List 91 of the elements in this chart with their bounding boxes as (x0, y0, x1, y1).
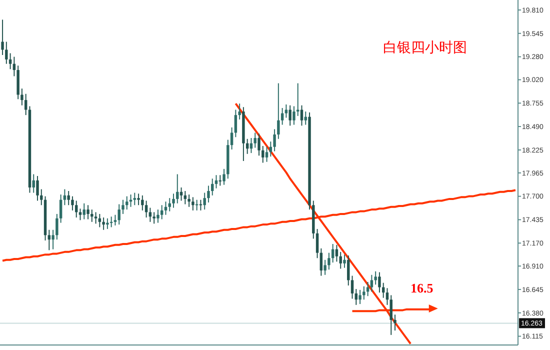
candlestick (222, 168, 226, 186)
candlestick (52, 229, 54, 250)
candlestick (390, 294, 392, 336)
candlestick (122, 199, 124, 214)
candlestick (199, 199, 202, 211)
candlestick (288, 104, 292, 126)
candlestick (339, 251, 342, 270)
candlestick (211, 178, 214, 196)
candlestick (366, 281, 370, 297)
candlestick (148, 207, 152, 222)
candlestick (280, 107, 284, 126)
candlestick (156, 209, 160, 224)
candlestick (133, 192, 136, 206)
candlestick (114, 214, 117, 226)
candlestick (277, 82, 280, 140)
candlestick (71, 196, 74, 211)
candlestick (254, 132, 256, 148)
candlestick (230, 126, 234, 150)
candlestick (350, 275, 354, 300)
candlestick (102, 216, 105, 230)
candlestick (12, 56, 16, 77)
candlestick (67, 190, 70, 206)
candlestick (144, 200, 148, 218)
candlestick (141, 194, 144, 211)
candlestick (300, 104, 304, 126)
candlestick (75, 200, 78, 218)
candlestick (234, 109, 238, 138)
candlestick (370, 274, 374, 292)
candlestick (265, 146, 268, 162)
candlestick (358, 289, 362, 305)
candlestick (304, 111, 307, 126)
candlestick (98, 213, 102, 228)
candlestick (374, 270, 377, 286)
candlestick (78, 208, 82, 221)
candlestick (32, 174, 35, 194)
candlestick (203, 192, 206, 210)
candlestick (192, 196, 194, 211)
candlestick (24, 93, 28, 116)
candlestick (214, 174, 218, 189)
candlestick (160, 204, 164, 220)
candlestick (176, 174, 179, 204)
candlestick (86, 204, 90, 220)
candlestick (94, 212, 98, 224)
candlestick (59, 194, 62, 224)
candlestick (137, 193, 140, 206)
candlestick (48, 229, 51, 251)
candlestick (164, 201, 168, 216)
candlestick (56, 213, 58, 240)
candlestick (382, 282, 385, 298)
candlestick (320, 248, 323, 276)
candlestick (335, 244, 338, 262)
candlestick (218, 174, 222, 186)
candlestick (126, 196, 128, 210)
text: 白银四小时图 (383, 40, 467, 56)
candlestick (180, 186, 183, 202)
candlestick (262, 145, 264, 164)
candlestick (168, 198, 171, 212)
candlestick (347, 254, 350, 286)
candlestick (63, 188, 66, 206)
candlestick (82, 202, 86, 220)
candlestick (172, 193, 175, 208)
annotation: 16.5 (410, 280, 434, 296)
candlestick (343, 254, 346, 268)
candlestick (207, 185, 210, 203)
candlestick (292, 106, 296, 126)
candlestick (1, 19, 4, 56)
candlestick (328, 252, 330, 270)
candlestick (258, 133, 260, 156)
candlestick (184, 190, 187, 205)
candlestick (188, 194, 190, 208)
candlestick (386, 288, 389, 306)
candlestick (5, 41, 8, 64)
candlestick (362, 286, 366, 300)
candlestick (8, 52, 12, 70)
candlestick (273, 128, 276, 152)
candlestick (110, 216, 113, 228)
candlestick (90, 209, 94, 222)
candlestick (195, 199, 198, 211)
candlestick (152, 212, 156, 224)
candlestick (20, 88, 24, 106)
candlestick (324, 259, 326, 276)
candlestick (354, 288, 358, 306)
candlestick (378, 272, 381, 294)
candlestick (40, 188, 43, 206)
candlestick (316, 228, 319, 259)
candlestick (284, 104, 288, 118)
candlestick (394, 314, 396, 332)
candlestick (118, 204, 120, 226)
candlestick (36, 175, 39, 202)
candlestick (238, 103, 241, 120)
candlestick (106, 218, 109, 230)
